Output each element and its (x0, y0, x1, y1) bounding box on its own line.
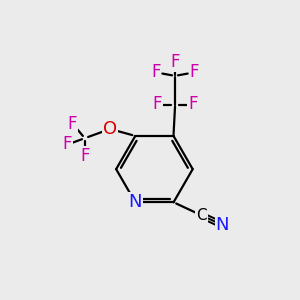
Text: F: F (63, 135, 72, 153)
Text: F: F (80, 147, 89, 165)
Text: N: N (128, 193, 142, 211)
Text: O: O (103, 120, 117, 138)
Text: F: F (153, 95, 162, 113)
Text: F: F (188, 95, 197, 113)
Text: N: N (215, 216, 229, 234)
Text: F: F (170, 53, 180, 71)
Text: F: F (151, 63, 160, 81)
Text: F: F (189, 63, 199, 81)
Text: F: F (68, 115, 77, 133)
Text: C: C (196, 208, 207, 223)
